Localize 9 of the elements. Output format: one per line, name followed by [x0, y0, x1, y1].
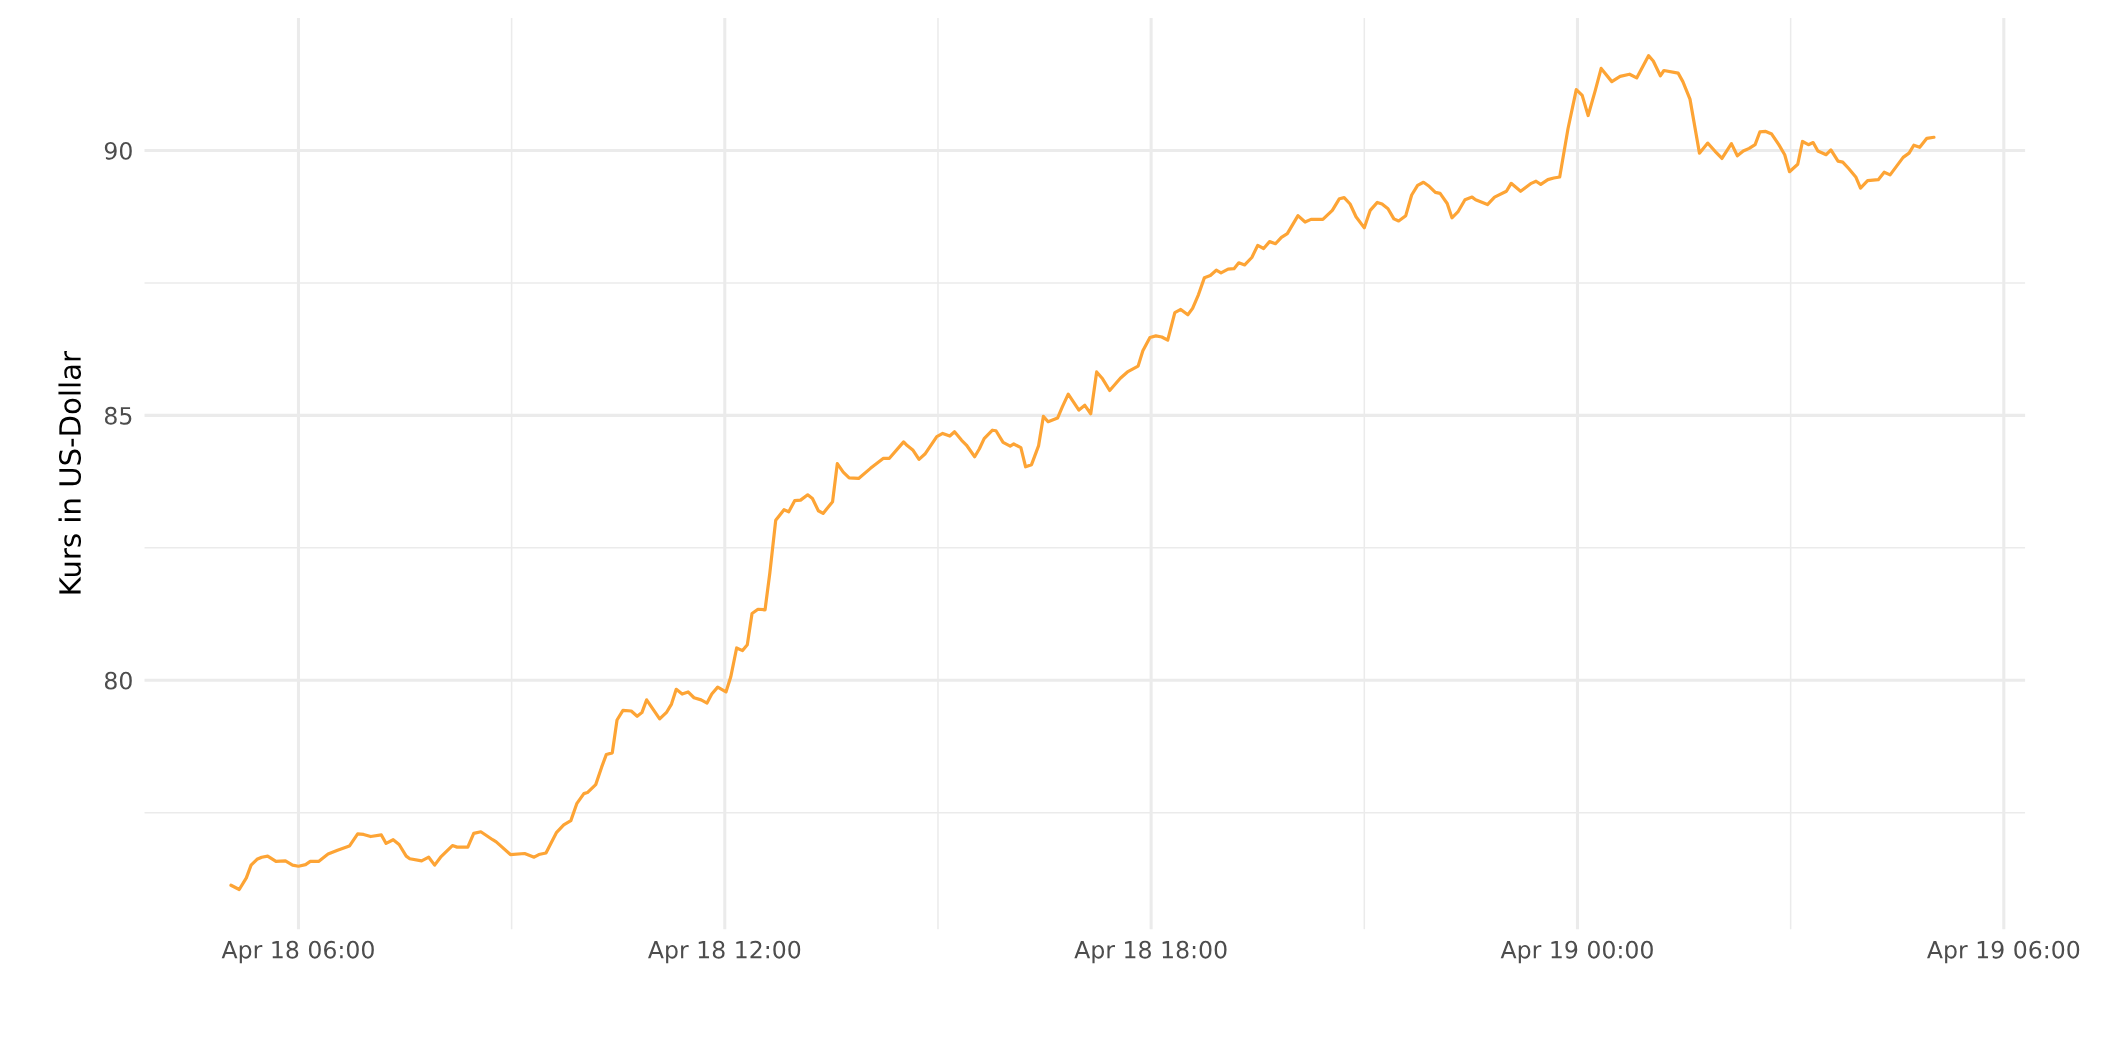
x-tick-label: Apr 18 18:00 — [1074, 940, 1227, 964]
y-tick-label: 90 — [104, 141, 132, 160]
x-tick-label: Apr 19 00:00 — [1500, 940, 1653, 964]
y-axis-title: Kurs in US-Dollar — [58, 351, 82, 594]
x-tick-label: Apr 18 12:00 — [648, 940, 801, 964]
x-tick-label: Apr 18 06:00 — [221, 940, 374, 964]
x-tick-label: Apr 19 06:00 — [1927, 940, 2080, 964]
y-tick-label: 85 — [104, 406, 132, 425]
y-tick-label: 80 — [104, 671, 132, 690]
